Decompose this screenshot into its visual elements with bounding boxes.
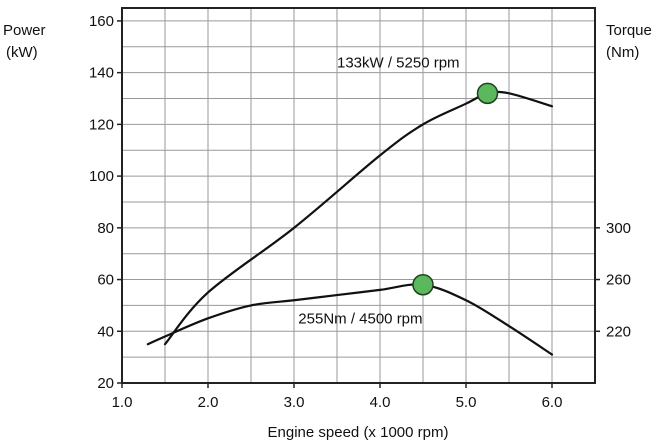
x-tick-label: 4.0 [370, 394, 391, 411]
y-left-tick-label: 80 [97, 220, 114, 237]
torque-curve [146, 283, 554, 356]
markers [412, 82, 499, 296]
x-tick-label: 6.0 [542, 394, 563, 411]
y-left-tick-label: 140 [89, 65, 114, 82]
x-tick-label: 5.0 [456, 394, 477, 411]
y-right-tick-label: 220 [606, 323, 631, 340]
x-tick-label: 1.0 [112, 394, 133, 411]
y-left-tick-label: 40 [97, 323, 114, 340]
y-left-tick-label: 100 [89, 168, 114, 185]
plot-frame [121, 7, 596, 384]
peak-torque-label: 255Nm / 4500 rpm [298, 310, 422, 327]
labels: 133kW / 5250 rpm 255Nm / 4500 rpm [298, 54, 459, 327]
y-left-tick-label: 60 [97, 272, 114, 289]
peak-power-label: 133kW / 5250 rpm [337, 54, 460, 71]
y-right-tick-label: 260 [606, 272, 631, 289]
y-left-title-line2: (kW) [6, 44, 38, 61]
peak-torque-marker [412, 273, 434, 296]
power-curve [163, 90, 554, 346]
ticks: 1.0 2.0 3.0 4.0 5.0 6.0 20 40 60 80 100 120 140 160 22… [89, 13, 631, 411]
x-tick-label: 3.0 [284, 394, 305, 411]
x-axis-title: Engine speed (x 1000 rpm) [268, 424, 449, 441]
x-tick-label: 2.0 [198, 394, 219, 411]
peak-power-marker [476, 82, 499, 105]
y-left-tick-label: 20 [97, 375, 114, 392]
y-left-title-line1: Power [3, 22, 46, 39]
y-right-title-line2: (Nm) [606, 44, 639, 61]
y-left-tick-label: 160 [89, 13, 114, 30]
y-left-tick-label: 120 [89, 116, 114, 133]
y-right-title-line1: Torque [606, 22, 652, 39]
grid [122, 8, 595, 383]
y-right-tick-label: 300 [606, 220, 631, 237]
